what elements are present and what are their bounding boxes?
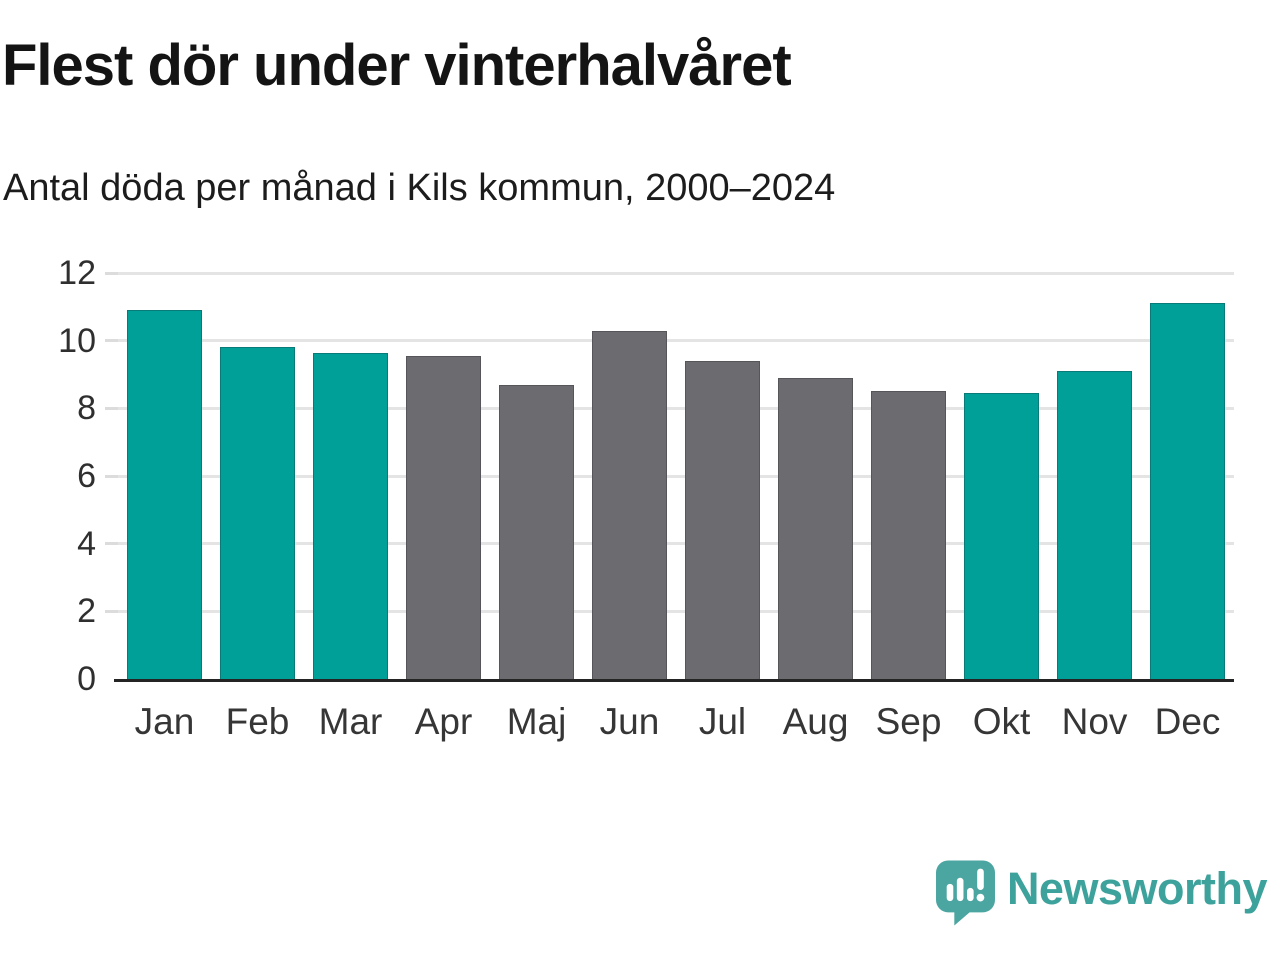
bar-jul: [685, 360, 760, 679]
chart-title: Flest dör under vinterhalvåret: [2, 33, 792, 98]
y-tick-mark-6: [105, 474, 118, 478]
bar-mar: [313, 352, 388, 679]
x-tick-label-aug: Aug: [782, 701, 849, 742]
y-tick-label-6: 6: [77, 457, 96, 495]
bar-nov: [1057, 371, 1132, 679]
bar-okt: [964, 393, 1039, 679]
plot-area: [105, 271, 1234, 682]
y-tick-label-10: 10: [58, 321, 96, 360]
x-tick-label-maj: Maj: [506, 701, 567, 742]
y-tick-label-0: 0: [77, 660, 96, 698]
x-tick-label-dec: Dec: [1154, 701, 1221, 742]
newsworthy-speech-bubble-bar-chart-icon: [935, 860, 995, 926]
y-axis: 0 2 4 6 8 10 12: [0, 254, 96, 698]
y-tick-mark-2: [105, 609, 118, 613]
bar-sep: [871, 391, 946, 679]
x-tick-label-mar: Mar: [318, 701, 383, 742]
y-tick-mark-8: [105, 406, 118, 410]
y-tick-mark-4: [105, 542, 118, 546]
gridline-y-2: [118, 609, 1234, 613]
x-tick-label-jun: Jun: [599, 701, 660, 742]
x-tick-label-feb: Feb: [225, 701, 290, 742]
gridline-y-12: [118, 271, 1234, 275]
bar-dec: [1150, 303, 1225, 679]
x-tick-label-sep: Sep: [875, 701, 942, 742]
y-tick-label-12: 12: [58, 254, 96, 292]
chart-subtitle: Antal döda per månad i Kils kommun, 2000…: [3, 167, 836, 209]
gridline-y-10: [118, 339, 1234, 343]
bar-feb: [220, 347, 295, 679]
gridline-y-8: [118, 406, 1234, 410]
y-tick-mark-10: [105, 339, 118, 343]
bar-maj: [499, 384, 574, 679]
newsworthy-logo-text: Newsworthy: [1006, 863, 1268, 914]
newsworthy-logo: Newsworthy: [935, 859, 1268, 927]
gridline-y-6: [118, 474, 1234, 478]
y-tick-label-4: 4: [77, 524, 96, 563]
y-tick-label-8: 8: [77, 389, 96, 428]
y-tick-label-2: 2: [77, 592, 96, 631]
x-axis: Jan Feb Mar Apr Maj Jun Jul Aug Sep Okt Nov Dec: [118, 696, 1234, 752]
y-tick-mark-12: [105, 271, 118, 275]
gridline-y-4: [118, 542, 1234, 546]
x-tick-label-jul: Jul: [698, 701, 747, 742]
bar-jun: [592, 330, 667, 679]
bar-aug: [778, 377, 853, 679]
bar-jan: [127, 310, 202, 679]
bar-apr: [406, 355, 481, 679]
x-tick-label-jan: Jan: [134, 701, 195, 742]
x-tick-label-nov: Nov: [1061, 701, 1128, 742]
x-tick-label-okt: Okt: [972, 701, 1031, 742]
x-tick-label-apr: Apr: [414, 701, 473, 742]
x-axis-baseline: [114, 679, 1234, 682]
